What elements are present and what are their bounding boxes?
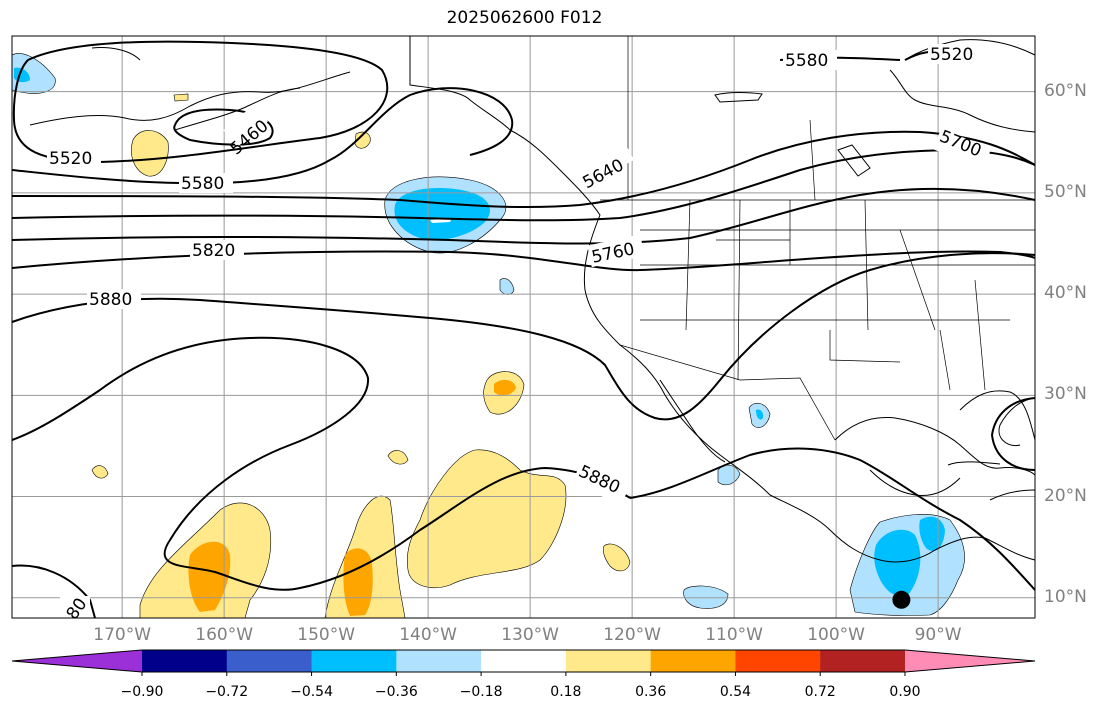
latitude-label: 10°N — [1044, 586, 1087, 607]
colorbar-tick-label: 0.90 — [889, 684, 921, 700]
colorbar-segment — [820, 650, 906, 672]
latitude-label: 30°N — [1044, 384, 1087, 405]
colorbar-tick-label: −0.18 — [459, 684, 503, 700]
colorbar-segment — [481, 650, 567, 672]
longitude-label: 120°W — [603, 625, 661, 645]
contour-label: 5580 — [181, 174, 224, 194]
colorbar — [11, 649, 1036, 676]
longitude-label: 90°W — [914, 625, 962, 645]
colorbar-overflow-triangle — [905, 650, 1035, 672]
colorbar-tick-label: −0.36 — [374, 684, 418, 700]
longitude-label: 170°W — [93, 625, 152, 645]
colorbar-tick-label: 0.72 — [804, 684, 836, 700]
longitude-label: 100°W — [807, 625, 865, 645]
map-frame — [11, 35, 1036, 619]
colorbar-segment — [735, 650, 821, 672]
colorbar-segment — [142, 650, 228, 672]
colorbar-segment — [565, 650, 652, 672]
colorbar-segment — [311, 650, 397, 672]
colorbar-segment — [650, 650, 736, 672]
latitude-label: 40°N — [1044, 283, 1087, 304]
longitude-label: 160°W — [195, 625, 254, 645]
political-boundaries — [600, 36, 1035, 441]
colorbar-tick-label: −0.72 — [205, 684, 249, 700]
contour-label: 5820 — [192, 241, 235, 261]
latitude-label: 60°N — [1044, 80, 1087, 101]
colorbar-segment — [226, 650, 313, 672]
latitude-label: 50°N — [1044, 181, 1087, 202]
colorbar-segment — [396, 650, 482, 672]
coastlines — [29, 36, 1036, 563]
graticule — [12, 36, 1035, 618]
colorbar-tick-label: −0.90 — [120, 684, 164, 700]
longitude-label: 140°W — [399, 625, 457, 645]
longitude-label: 110°W — [705, 625, 763, 645]
longitude-label: 130°W — [501, 625, 559, 645]
contour-label: 5580 — [785, 51, 828, 71]
latitude-label: 20°N — [1044, 485, 1087, 506]
contour-label: 5520 — [49, 149, 92, 169]
map-title: 2025062600 F012 — [446, 8, 603, 28]
anomaly-shading — [11, 53, 965, 619]
colorbar-tick-label: 0.54 — [719, 684, 752, 700]
colorbar-underflow-triangle — [12, 650, 142, 672]
colorbar-tick-label: −0.54 — [290, 684, 333, 700]
colorbar-tick-label: 0.18 — [550, 684, 582, 700]
storm-center-dot — [892, 590, 911, 609]
colorbar-tick-label: 0.36 — [635, 684, 667, 700]
contour-label: 5520 — [930, 45, 973, 65]
longitude-label: 150°W — [297, 625, 356, 645]
contour-label: 5880 — [89, 290, 132, 310]
